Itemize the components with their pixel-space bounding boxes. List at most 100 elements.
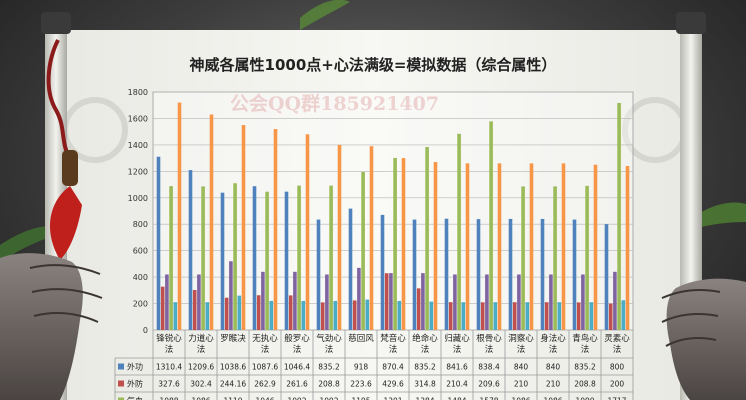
bar (173, 302, 178, 330)
bar (293, 271, 297, 330)
bar (357, 267, 361, 330)
legend-swatch (118, 397, 124, 400)
bar (525, 302, 530, 330)
bar (621, 300, 626, 330)
table-cell-value: 1046.4 (284, 363, 310, 372)
bar (433, 162, 438, 330)
table-cell-value: 1092 (319, 397, 338, 400)
bar (188, 170, 193, 330)
category-label: 锋锐心 (156, 333, 182, 344)
bar (156, 156, 161, 330)
table-cell-value: 210.4 (446, 380, 468, 389)
left-fingers (29, 264, 103, 323)
table-cell-value: 209.6 (478, 380, 500, 389)
bar (288, 295, 293, 330)
bar (209, 114, 214, 330)
table-cell-value: 223.6 (350, 380, 372, 389)
table-cell-value: 1301 (383, 397, 402, 400)
table-cell-value: 1110 (223, 397, 242, 400)
bar (220, 192, 225, 330)
bar (625, 166, 630, 330)
bar (457, 133, 461, 330)
bar (476, 219, 481, 330)
bar (453, 274, 457, 330)
leaf-decoration (300, 0, 350, 30)
bar (412, 219, 417, 330)
bar (201, 186, 205, 330)
table-cell-value: 429.6 (382, 380, 404, 389)
category-label: 慈回风 (348, 333, 374, 344)
category-label: 法 (389, 344, 398, 355)
leaf-decoration (690, 202, 746, 230)
legend-swatch (118, 363, 124, 370)
y-tick-label: 400 (133, 273, 148, 282)
y-tick-label: 1800 (128, 88, 148, 97)
table-cell-value: 835.2 (574, 363, 596, 372)
category-label: 气劲心 (316, 333, 342, 344)
category-label: 力道心 (188, 333, 214, 344)
table-cell-value: 1209.6 (188, 363, 214, 372)
tassel-bead (62, 150, 78, 186)
table-cell-value: 208.8 (318, 380, 340, 389)
table-cell-value: 1086 (511, 397, 530, 400)
table-cell-value: 1092 (287, 397, 306, 400)
rod-cap-left (41, 12, 71, 34)
bar (480, 302, 485, 330)
watermark-text: 公会QQ群185921407 (230, 92, 439, 115)
category-label: 法 (261, 344, 270, 355)
category-label: 灵素心 (604, 333, 630, 344)
category-label: 法 (549, 344, 558, 355)
bar (581, 274, 585, 330)
bar (416, 288, 421, 330)
bar (160, 286, 165, 330)
bar (297, 185, 301, 330)
bar (252, 186, 257, 330)
bar (348, 208, 353, 330)
bar (444, 218, 449, 330)
category-label: 归藏心 (444, 333, 470, 344)
bar (425, 147, 429, 330)
y-tick-label: 800 (133, 220, 148, 229)
category-label: 法 (197, 344, 206, 355)
table-cell-value: 210 (546, 380, 561, 389)
table-cell-value: 200 (610, 380, 625, 389)
bar (320, 302, 325, 330)
table-cell-value: 840 (546, 363, 561, 372)
series-name: 外功 (127, 362, 143, 372)
y-tick-label: 1400 (128, 141, 148, 150)
bar (165, 274, 169, 330)
tassel-fringe (49, 186, 82, 260)
category-label: 梵音心 (380, 333, 406, 344)
bar (256, 295, 261, 330)
bar (512, 302, 517, 330)
bar (261, 271, 265, 330)
table-cell-value: 1088 (159, 397, 178, 400)
bar (497, 163, 502, 330)
bar (233, 183, 237, 330)
table-cell-value: 1578 (479, 397, 498, 400)
category-label: 罗睺决 (220, 333, 246, 344)
table-cell-value: 262.9 (254, 380, 276, 389)
bar (237, 295, 242, 330)
rod-cap-right (676, 12, 706, 34)
table-cell-value: 835.2 (414, 363, 436, 372)
y-tick-label: 600 (133, 247, 148, 256)
category-label: 法 (581, 344, 590, 355)
table-cell-value: 208.8 (574, 380, 596, 389)
bar (517, 274, 521, 330)
category-label: 般罗心 (284, 333, 310, 344)
bar (265, 191, 269, 330)
bar (508, 218, 513, 330)
chart-title: 神威各属性1000点+心法满级=模拟数据（综合属性） (190, 56, 557, 74)
bar (393, 157, 397, 330)
series-name: 气血 (127, 396, 143, 400)
bar (273, 129, 278, 330)
bar (549, 274, 553, 330)
bar (380, 214, 385, 330)
table-cell-value: 210 (514, 380, 529, 389)
bar (421, 273, 425, 330)
table-cell-value: 1038.6 (220, 363, 246, 372)
bar (301, 300, 306, 330)
table-cell-value: 1384 (415, 397, 434, 400)
